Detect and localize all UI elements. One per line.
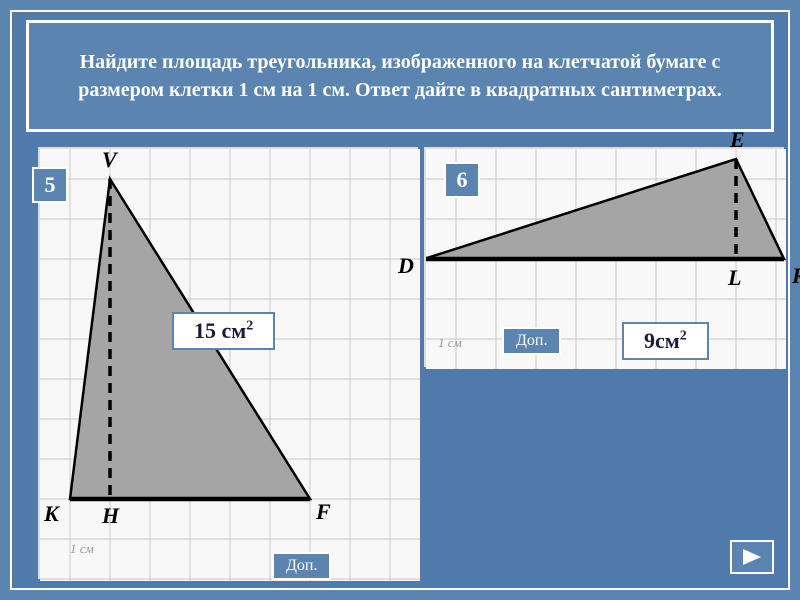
answer-box-5: 15 см2 — [172, 312, 275, 350]
play-icon — [741, 548, 763, 566]
problem-5-svg — [40, 149, 420, 581]
problem-5-panel: V K F H 1 см — [38, 147, 418, 579]
vertex-label-R: R — [792, 263, 800, 289]
vertex-label-D: D — [398, 253, 414, 279]
problem-number-5: 5 — [32, 167, 68, 203]
vertex-label-H: H — [102, 503, 119, 529]
scale-label-6: 1 см — [438, 335, 462, 351]
answer-5-text: 15 см2 — [194, 318, 253, 344]
dop-button-6[interactable]: Доп. — [502, 327, 561, 355]
title-text: Найдите площадь треугольника, изображенн… — [49, 48, 751, 104]
problem-6-svg — [426, 149, 786, 369]
dop-button-5[interactable]: Доп. — [272, 552, 331, 580]
answer-6-text: 9см2 — [644, 328, 687, 354]
vertex-label-F: F — [316, 499, 331, 525]
problem-number-6: 6 — [444, 162, 480, 198]
next-button[interactable] — [730, 540, 774, 574]
vertex-label-V: V — [102, 147, 117, 173]
title-box: Найдите площадь треугольника, изображенн… — [26, 20, 774, 132]
vertex-label-E: E — [730, 127, 745, 153]
scale-label-5: 1 см — [70, 541, 94, 557]
vertex-label-L: L — [728, 265, 741, 291]
dop-5-label: Доп. — [286, 557, 317, 575]
vertex-label-K: K — [44, 501, 59, 527]
dop-6-label: Доп. — [516, 332, 547, 350]
slide-frame: Найдите площадь треугольника, изображенн… — [10, 10, 790, 590]
answer-box-6: 9см2 — [622, 322, 709, 360]
